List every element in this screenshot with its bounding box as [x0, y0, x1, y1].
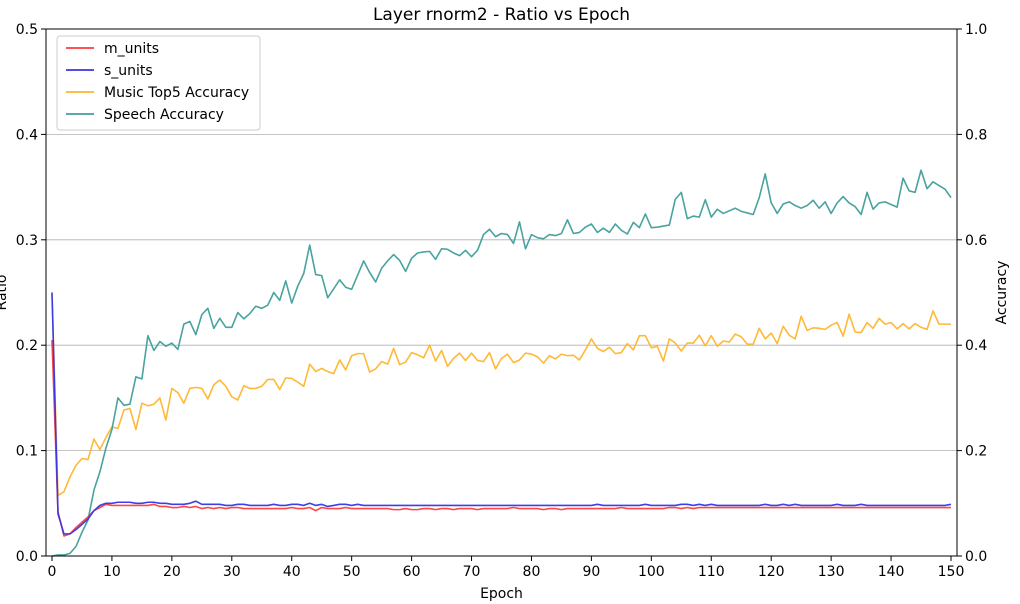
x-tick-label: 60 — [403, 564, 421, 580]
series-line-speech-accuracy — [51, 169, 952, 557]
y-right-axis-label: Accuracy — [994, 261, 1010, 325]
y-right-tick-label: 0.2 — [965, 444, 987, 460]
legend-label: Speech Accuracy — [104, 107, 224, 123]
x-tick-label: 130 — [818, 564, 845, 580]
y-left-axis-label: Ratio — [0, 275, 10, 311]
x-tick-label: 150 — [938, 564, 965, 580]
y-left-tick-label: 0.3 — [16, 233, 38, 249]
x-tick-label: 50 — [343, 564, 361, 580]
x-axis-label: Epoch — [480, 586, 523, 602]
y-left-tick-label: 0.1 — [16, 444, 38, 460]
x-tick-label: 110 — [698, 564, 725, 580]
x-tick-label: 120 — [758, 564, 785, 580]
y-right-tick-label: 0.0 — [965, 549, 987, 565]
legend-label: m_units — [104, 41, 159, 57]
x-tick-label: 90 — [582, 564, 600, 580]
y-right-tick-label: 0.8 — [965, 127, 987, 143]
x-tick-label: 40 — [283, 564, 301, 580]
chart-title: Layer rnorm2 - Ratio vs Epoch — [373, 5, 630, 25]
legend-box — [56, 35, 261, 131]
y-right-tick-label: 0.6 — [965, 233, 987, 249]
ticks-layer: 0 10 20 30 40 50 60 70 80 90 100 110 120 130 140 1500.0… — [16, 22, 988, 580]
y-left-tick-label: 0.0 — [16, 549, 38, 565]
x-tick-label: 80 — [523, 564, 541, 580]
x-tick-label: 10 — [103, 564, 121, 580]
x-tick-label: 140 — [878, 564, 905, 580]
series-line-m-units — [51, 339, 952, 537]
y-left-tick-label: 0.5 — [16, 22, 38, 38]
x-tick-label: 0 — [48, 564, 57, 580]
series-line-s-units — [51, 292, 952, 535]
legend-label: Music Top5 Accuracy — [104, 85, 249, 101]
y-right-tick-label: 1.0 — [965, 22, 987, 38]
grid-layer — [46, 133, 957, 452]
x-tick-label: 70 — [463, 564, 481, 580]
series-line-music-top5-accuracy — [51, 292, 952, 497]
series-layer — [51, 169, 952, 557]
y-left-tick-label: 0.2 — [16, 338, 38, 354]
y-right-tick-label: 0.4 — [965, 338, 987, 354]
legend-label: s_units — [104, 63, 153, 79]
legend: m_units s_units Music Top5 Accuracy Speech … — [56, 35, 261, 131]
plot-frame — [45, 28, 958, 557]
x-tick-label: 30 — [223, 564, 241, 580]
x-tick-label: 20 — [163, 564, 181, 580]
y-left-tick-label: 0.4 — [16, 127, 38, 143]
x-tick-label: 100 — [638, 564, 665, 580]
